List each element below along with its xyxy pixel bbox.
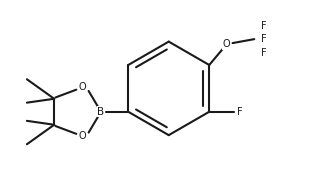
Text: O: O <box>79 82 86 92</box>
Text: F: F <box>261 48 267 58</box>
Text: F: F <box>237 107 242 117</box>
Text: O: O <box>223 39 231 49</box>
Text: O: O <box>79 131 86 141</box>
Text: F: F <box>261 34 267 44</box>
Text: B: B <box>97 107 105 117</box>
Text: F: F <box>261 21 267 31</box>
